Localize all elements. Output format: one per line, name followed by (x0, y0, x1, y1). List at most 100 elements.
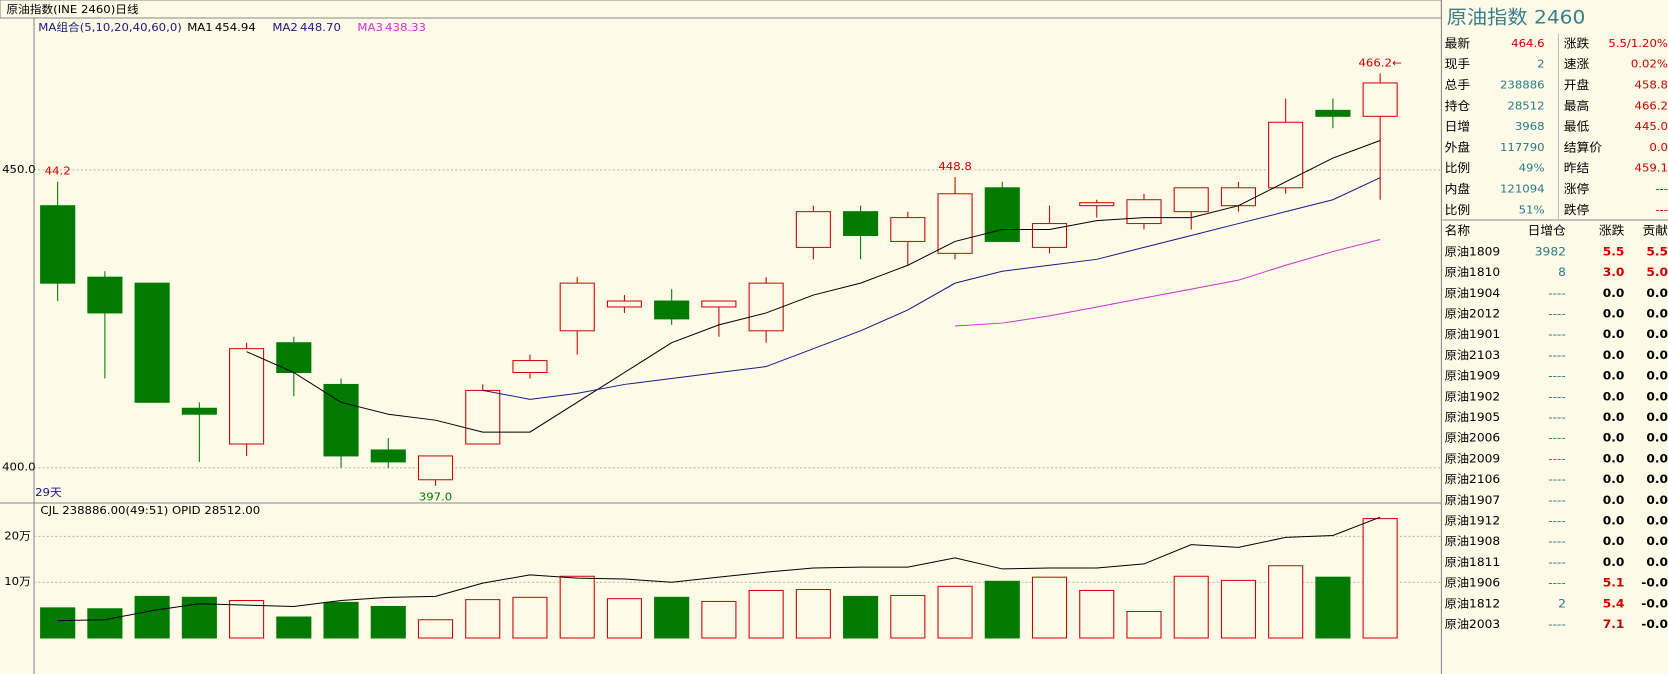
volume-bar (984, 580, 1020, 639)
quote-value: 121094 (1500, 182, 1545, 196)
table-cell: ---- (1548, 535, 1566, 549)
table-cell: 0.0 (1603, 493, 1625, 507)
candle-body (654, 300, 690, 320)
candle-body (559, 282, 595, 332)
y-tick-label: 20万 (4, 529, 31, 543)
legend-name: MA1 (187, 20, 213, 34)
table-cell: ---- (1548, 555, 1566, 569)
candle-body (1268, 121, 1304, 189)
candle-body (1173, 187, 1209, 213)
volume-bar (512, 596, 548, 639)
quote-value: --- (1655, 203, 1668, 217)
candle-body (134, 282, 170, 403)
quote-label: 持仓 (1445, 98, 1471, 113)
table-cell: ---- (1548, 307, 1566, 321)
volume-bar (1126, 611, 1162, 639)
quote-value: 458.8 (1635, 78, 1668, 92)
table-cell: 0.0 (1646, 410, 1668, 424)
volume-bar (606, 598, 642, 639)
side-panel: 最新 464.6 涨跌 5.5/1.20% 现手 2 速涨 0.02% 总手 238886 开盘 45… (1442, 34, 1668, 631)
annotation: 448.8 (938, 159, 971, 173)
table-cell: 0.0 (1646, 328, 1668, 342)
table-cell: ---- (1548, 410, 1566, 424)
quote-value: --- (1655, 182, 1668, 196)
quote-label: 昨结 (1564, 162, 1590, 176)
table-cell: -0.0 (1641, 576, 1668, 590)
table-cell: 0.0 (1603, 431, 1625, 445)
volume-bar (701, 600, 737, 639)
candle-body (465, 389, 501, 445)
candle-body (890, 217, 926, 242)
volume-bar (654, 596, 690, 639)
volume-bar (40, 607, 76, 639)
table-cell: 0.0 (1603, 535, 1625, 549)
table-cell: ---- (1548, 576, 1566, 590)
candle-body (1220, 187, 1256, 207)
table-cell: 8 (1558, 265, 1566, 279)
volume-bar (559, 575, 595, 639)
quote-label: 最高 (1564, 98, 1590, 113)
quote-label: 涨停 (1564, 181, 1590, 196)
table-cell: 0.0 (1603, 514, 1625, 528)
table-cell: 0.0 (1603, 286, 1625, 300)
table-cell: 5.0 (1646, 265, 1668, 279)
panel-title: 原油指数 2460 (1447, 6, 1586, 28)
table-cell: 0.0 (1603, 472, 1625, 486)
table-header: 日增仓 (1528, 223, 1567, 238)
table-cell: 0.0 (1646, 348, 1668, 362)
legend-value: 438.33 (385, 20, 426, 34)
table-cell: 5.1 (1603, 576, 1625, 590)
y-tick-label: 450.0 (2, 162, 35, 176)
table-cell: 2 (1558, 597, 1566, 611)
candle-body (937, 193, 973, 254)
table-cell: -0.0 (1641, 597, 1668, 611)
table-cell: 原油1902 (1445, 390, 1501, 404)
volume-bar (465, 599, 501, 639)
table-cell: 5.4 (1603, 597, 1625, 611)
quote-label: 外盘 (1445, 140, 1471, 155)
quote-value: 459.1 (1635, 161, 1668, 175)
candle-body (795, 211, 831, 248)
quote-value: 2 (1537, 57, 1544, 71)
table-cell: ---- (1548, 328, 1566, 342)
legend-name: MA2 (272, 20, 298, 34)
ma-line (955, 238, 1381, 327)
volume-bar (229, 600, 265, 639)
volume-bar (843, 595, 879, 639)
table-header: 名称 (1445, 223, 1471, 238)
table-cell: 0.0 (1646, 493, 1668, 507)
candle-body (512, 360, 548, 374)
quote-label: 开盘 (1564, 77, 1590, 92)
candle-body (606, 300, 642, 308)
volume-bar (417, 619, 454, 639)
quote-label: 结算价 (1564, 140, 1602, 155)
volume-bar (370, 605, 406, 639)
table-cell: 3982 (1535, 245, 1566, 259)
volume-line (57, 516, 1381, 622)
quote-value: 0.02% (1631, 57, 1668, 71)
table-cell: 原油2006 (1445, 431, 1501, 445)
table-cell: 0.0 (1603, 410, 1625, 424)
volume-bar (748, 589, 784, 639)
volume-bar (890, 594, 926, 639)
ma-line (482, 177, 1381, 400)
table-cell: 0.0 (1646, 307, 1668, 321)
table-cell: 7.1 (1603, 617, 1625, 631)
volume-bar (1031, 576, 1068, 639)
quote-label: 内盘 (1445, 181, 1471, 196)
candle-body (701, 300, 737, 308)
table-cell: 0.0 (1646, 369, 1668, 383)
candle-body (1315, 109, 1351, 117)
table-cell: 0.0 (1646, 431, 1668, 445)
table-cell: ---- (1548, 472, 1566, 486)
table-cell: 原油1904 (1445, 286, 1501, 300)
table-cell: 原油1810 (1445, 265, 1501, 279)
quote-value: 28512 (1507, 99, 1544, 113)
quote-value: 117790 (1500, 140, 1545, 154)
table-cell: 原油1809 (1445, 245, 1501, 259)
table-cell: 原油1906 (1445, 576, 1501, 590)
table-cell: 0.0 (1646, 555, 1668, 569)
title-bar (0, 0, 1442, 19)
table-cell: 0.0 (1646, 390, 1668, 404)
